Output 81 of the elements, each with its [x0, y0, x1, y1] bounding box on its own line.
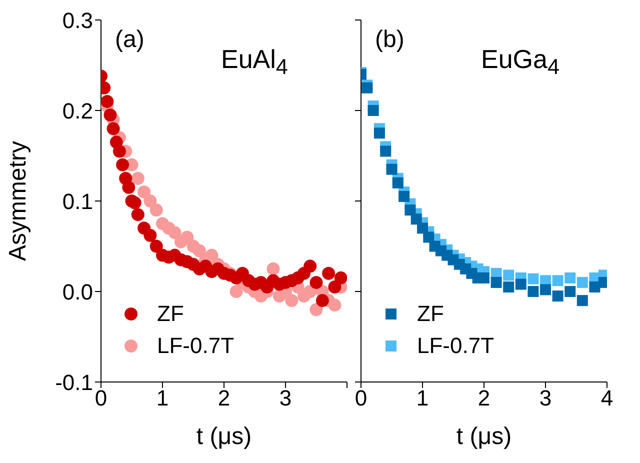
y-axis-title: Asymmetry	[4, 141, 32, 261]
y-tick-label: 0.0	[62, 279, 93, 304]
point	[478, 272, 490, 284]
point	[368, 105, 379, 116]
point	[128, 196, 142, 210]
legend-label: ZF	[157, 300, 184, 328]
annotation: (a)	[115, 26, 144, 54]
point	[328, 280, 342, 294]
point	[104, 108, 117, 122]
point	[576, 295, 588, 306]
point	[515, 278, 526, 290]
point	[144, 194, 157, 208]
point	[540, 284, 551, 296]
point	[410, 214, 422, 225]
x-tick-label: 2	[218, 386, 230, 411]
x-tick-label: 0	[94, 386, 108, 411]
point	[192, 244, 206, 258]
point	[392, 177, 404, 188]
x-tick-label: 0	[354, 386, 368, 411]
x-tick-label: 1	[156, 386, 169, 411]
text: EuGa$_{4}$	[481, 44, 560, 80]
x-tick-label: 3	[279, 386, 292, 411]
point	[552, 290, 564, 302]
point	[138, 185, 151, 198]
point	[310, 303, 323, 316]
point	[589, 281, 600, 292]
point	[150, 204, 163, 217]
point	[304, 285, 317, 298]
point	[528, 286, 539, 297]
text: EuAl$_{4}$	[221, 44, 288, 80]
point	[362, 82, 373, 94]
point	[285, 294, 298, 308]
y-tick-label: 0.2	[62, 98, 93, 124]
point	[404, 204, 416, 216]
x-tick-label: 1	[416, 386, 429, 411]
point	[122, 180, 136, 194]
point	[116, 158, 130, 172]
point	[112, 144, 126, 158]
point	[423, 232, 434, 243]
point	[180, 230, 194, 244]
point	[144, 228, 157, 242]
point	[106, 122, 120, 136]
point	[334, 271, 347, 284]
point	[417, 222, 428, 234]
point	[101, 94, 114, 108]
point	[503, 281, 514, 292]
y-tick-label: 0.1	[62, 188, 93, 214]
point	[490, 276, 502, 288]
point	[398, 190, 410, 202]
x-tick-label: 4	[600, 386, 614, 411]
x-tick-label: 2	[478, 386, 490, 411]
x-axis-title: t (μs)	[196, 423, 252, 450]
point	[316, 294, 329, 308]
x-axis-title: t (μs)	[456, 423, 512, 450]
point	[150, 240, 163, 253]
point	[503, 270, 514, 281]
point	[576, 276, 588, 288]
point	[322, 266, 336, 280]
point	[528, 273, 539, 284]
point	[328, 298, 342, 312]
point	[380, 146, 392, 157]
point	[230, 285, 243, 298]
point	[310, 276, 323, 289]
point	[386, 164, 398, 175]
point	[266, 262, 280, 276]
point	[131, 208, 144, 222]
point	[564, 272, 576, 284]
y-tick-label: -0.1	[55, 370, 93, 395]
legend-label: LF-0.7T	[417, 332, 494, 360]
point	[304, 260, 317, 273]
point	[131, 172, 144, 185]
point	[552, 275, 564, 286]
legend-label: LF-0.7T	[157, 332, 234, 360]
x-tick-label: 3	[539, 386, 552, 411]
point	[564, 286, 576, 297]
legend-label: ZF	[417, 300, 444, 328]
point	[168, 226, 182, 240]
y-tick-label: 0.3	[62, 8, 93, 33]
point	[205, 248, 218, 262]
point	[374, 128, 385, 139]
annotation: (b)	[375, 26, 404, 54]
